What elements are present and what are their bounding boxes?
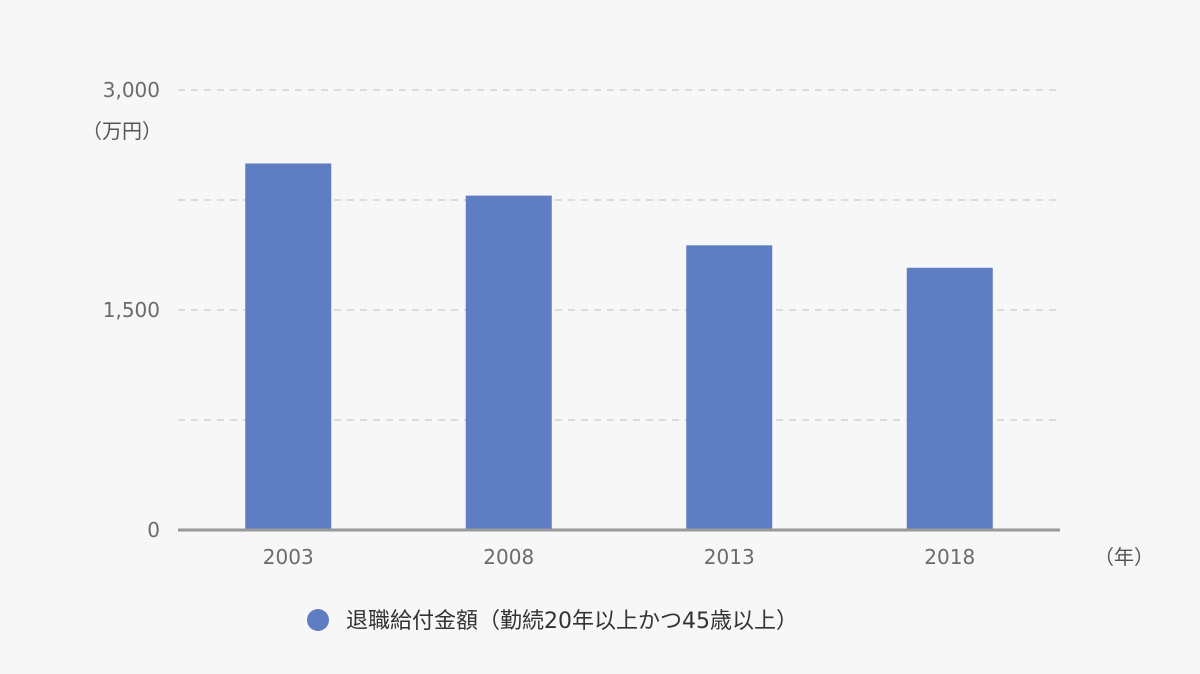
legend-marker: [307, 609, 329, 631]
bars: [245, 163, 993, 531]
legend-label: 退職給付金額（勤続20年以上かつ45歳以上）: [346, 609, 798, 634]
y-axis-ticks: 0 1,500 3,000: [103, 78, 160, 542]
legend: 退職給付金額（勤続20年以上かつ45歳以上）: [307, 609, 798, 634]
x-axis-unit: （年）: [1094, 545, 1154, 569]
y-tick-label: 1,500: [103, 298, 160, 322]
bar-2018: [906, 267, 993, 530]
bar-2003: [245, 163, 332, 531]
x-tick-label: 2013: [704, 545, 755, 569]
y-tick-label: 0: [147, 518, 160, 542]
bar-2013: [686, 245, 773, 530]
x-tick-label: 2003: [263, 545, 314, 569]
y-axis-unit: （万円）: [82, 119, 162, 143]
x-tick-label: 2008: [483, 545, 534, 569]
y-tick-label: 3,000: [103, 78, 160, 102]
x-axis-ticks: 2003 2008 2013 2018: [263, 545, 975, 569]
bar-2008: [465, 195, 552, 530]
x-tick-label: 2018: [924, 545, 975, 569]
